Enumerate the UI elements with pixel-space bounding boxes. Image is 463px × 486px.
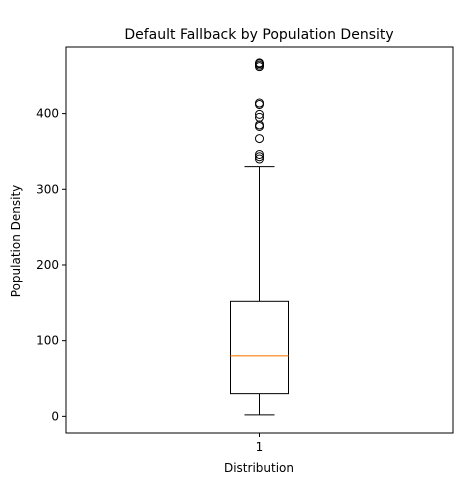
outlier-point [255, 109, 264, 119]
y-tick-label: 0 [51, 409, 59, 423]
outlier-point [255, 112, 264, 122]
y-axis-label: Population Density [9, 185, 23, 297]
outlier-point [255, 149, 264, 159]
outlier-point [255, 154, 264, 164]
outlier-point [255, 58, 264, 68]
chart-title: Default Fallback by Population Density [124, 27, 393, 43]
outlier-point [255, 134, 264, 144]
outlier-point [255, 98, 264, 108]
outlier-point [255, 152, 264, 162]
y-tick-label: 100 [36, 334, 59, 348]
iqr-box [230, 300, 289, 395]
y-tick-label: 400 [36, 107, 59, 121]
x-tick-label: 1 [256, 440, 264, 454]
y-tick-label: 200 [36, 258, 59, 272]
y-tick-label: 300 [36, 182, 59, 196]
x-axis-label: Distribution [224, 461, 294, 475]
plot-area: 0 100 200 300 400 1 [36, 46, 454, 454]
